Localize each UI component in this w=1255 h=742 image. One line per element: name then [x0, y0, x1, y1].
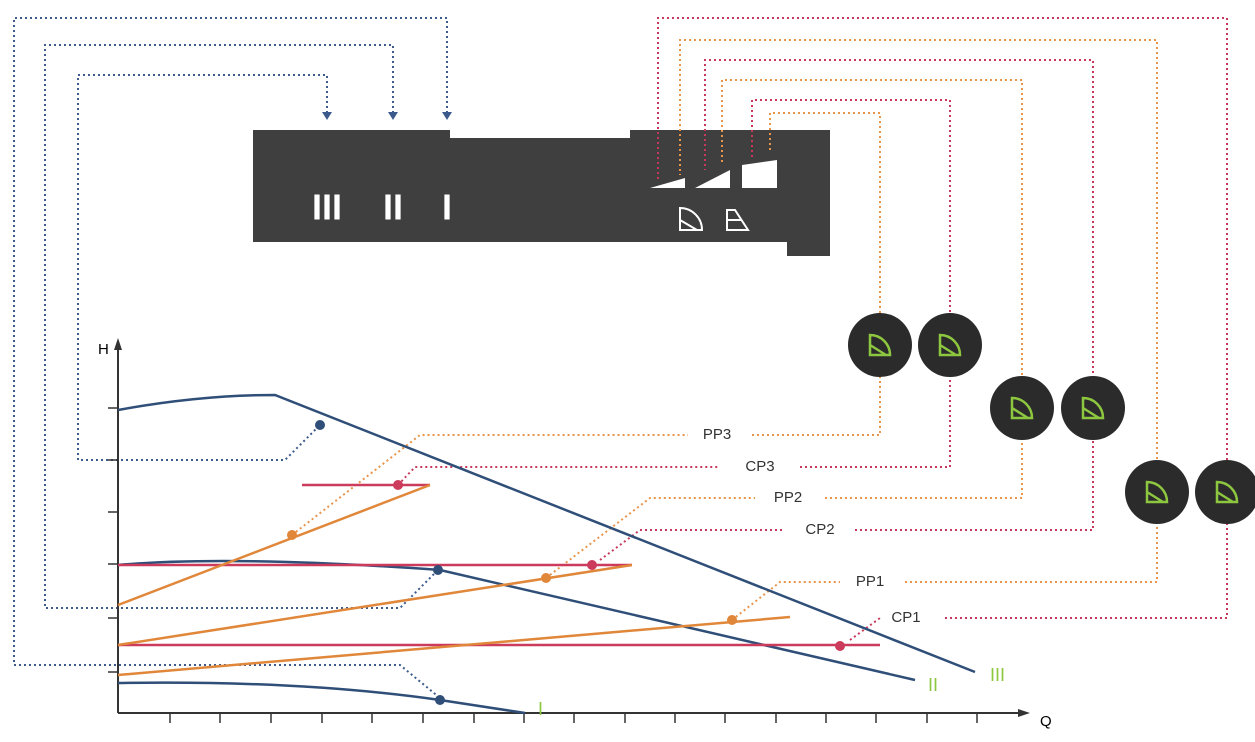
mode-label: CP3 — [745, 458, 774, 475]
curve-label: III — [990, 665, 1005, 685]
speed-label: II — [383, 187, 403, 228]
curve-label: II — [928, 675, 938, 695]
curve-label: I — [538, 699, 543, 719]
mode-label: PP2 — [774, 489, 802, 506]
mode-icons — [650, 160, 777, 231]
x-axis-label: Q — [1040, 713, 1052, 730]
mode-label: PP3 — [703, 426, 731, 443]
pump-curves — [117, 393, 976, 715]
axes: H Q — [98, 338, 1052, 730]
y-axis-label: H — [98, 341, 109, 358]
mode-connectors — [291, 17, 1228, 641]
speed-label: I — [442, 187, 452, 228]
speed-connectors — [13, 17, 452, 699]
speed-label: III — [312, 187, 342, 228]
mode-label: CP2 — [805, 521, 834, 538]
mode-label: PP1 — [856, 573, 884, 590]
mode-label: CP1 — [891, 609, 920, 626]
mode-buttons — [848, 313, 1255, 524]
